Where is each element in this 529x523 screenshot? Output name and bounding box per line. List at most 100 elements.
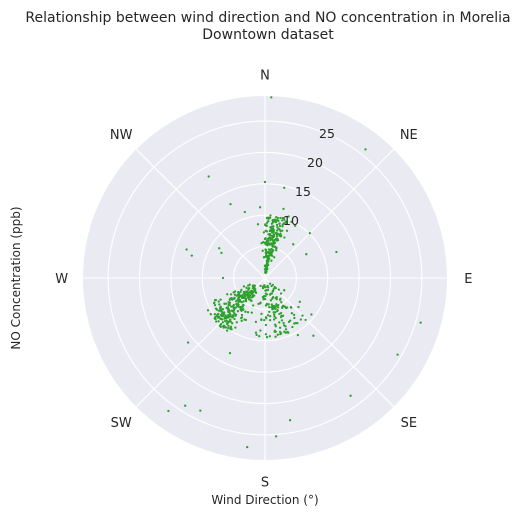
data-point [284,325,287,328]
data-point [267,248,271,251]
data-point [275,303,278,306]
data-point [278,224,282,228]
angular-gridline [264,148,395,279]
data-point [253,289,257,293]
data-point [283,218,286,221]
data-point [283,289,286,292]
data-point [259,302,262,305]
data-point [272,233,276,236]
data-point [293,316,296,320]
data-point [248,283,251,286]
data-point [279,216,282,220]
data-point [244,318,248,322]
data-point [279,292,283,295]
data-point [242,285,246,288]
data-point [264,316,268,319]
data-point [276,216,280,220]
data-point [265,289,268,292]
polar-grid [83,96,447,460]
data-point [270,247,273,251]
data-point [258,206,262,209]
data-point [259,284,262,288]
data-point [251,304,255,307]
data-point [299,318,303,321]
data-point [310,313,313,316]
data-point [280,315,283,319]
data-point [219,314,223,317]
data-point [279,297,282,301]
data-point [232,297,236,300]
data-point [238,300,242,303]
data-point [273,304,276,308]
data-point [281,223,284,226]
data-point [273,256,276,259]
data-point [269,242,273,246]
data-point [276,333,279,336]
data-point [275,235,279,238]
data-point [292,313,296,317]
data-point [268,282,272,285]
x-axis-label: Wind Direction (°) [211,493,318,507]
data-point [228,320,231,323]
data-point [270,222,274,225]
data-point [301,314,304,317]
data-point [229,315,232,318]
data-point [269,314,272,318]
data-point [281,306,284,309]
data-point [235,321,238,324]
data-point [279,229,282,233]
data-point [167,409,170,413]
data-point [266,242,269,246]
data-point [228,310,231,313]
data-point [262,231,266,234]
data-point [268,310,271,314]
data-point [244,298,248,302]
data-point [298,300,301,303]
data-point [216,316,220,319]
data-point [232,310,235,313]
data-point [271,296,275,299]
data-point [270,259,273,262]
data-point [221,276,225,280]
data-point [271,308,274,311]
data-point [267,233,270,236]
data-point [223,325,226,328]
data-point [271,245,274,248]
y-axis-label: NO Concentration (ppb) [9,206,23,349]
radial-tick-label: 10 [283,213,299,228]
data-point [278,321,281,324]
data-point [228,351,232,355]
data-point [293,322,296,325]
data-point [234,313,238,316]
data-point [272,249,275,252]
data-point [251,293,254,296]
data-point [260,318,263,322]
data-point [214,317,217,321]
data-point [308,232,311,235]
data-point [261,249,264,252]
data-point [258,335,261,338]
data-point [225,302,228,305]
data-point [199,409,202,412]
data-point [419,321,422,324]
data-point [266,267,269,270]
data-point [279,232,282,235]
chart-title-line-1: Relationship between wind direction and … [25,10,510,26]
data-point [229,293,233,296]
data-point [278,330,282,334]
data-point [282,207,285,211]
scatter-points [167,96,422,449]
data-point [269,299,273,302]
data-point [290,312,294,315]
data-point [250,299,253,303]
data-point [287,215,290,218]
data-point [247,292,250,295]
data-point [235,300,238,303]
data-point [305,253,308,256]
data-point [278,222,281,225]
data-point [275,247,278,250]
radial-tick-label: 20 [307,155,323,170]
data-point [243,295,246,298]
data-point [217,309,221,313]
